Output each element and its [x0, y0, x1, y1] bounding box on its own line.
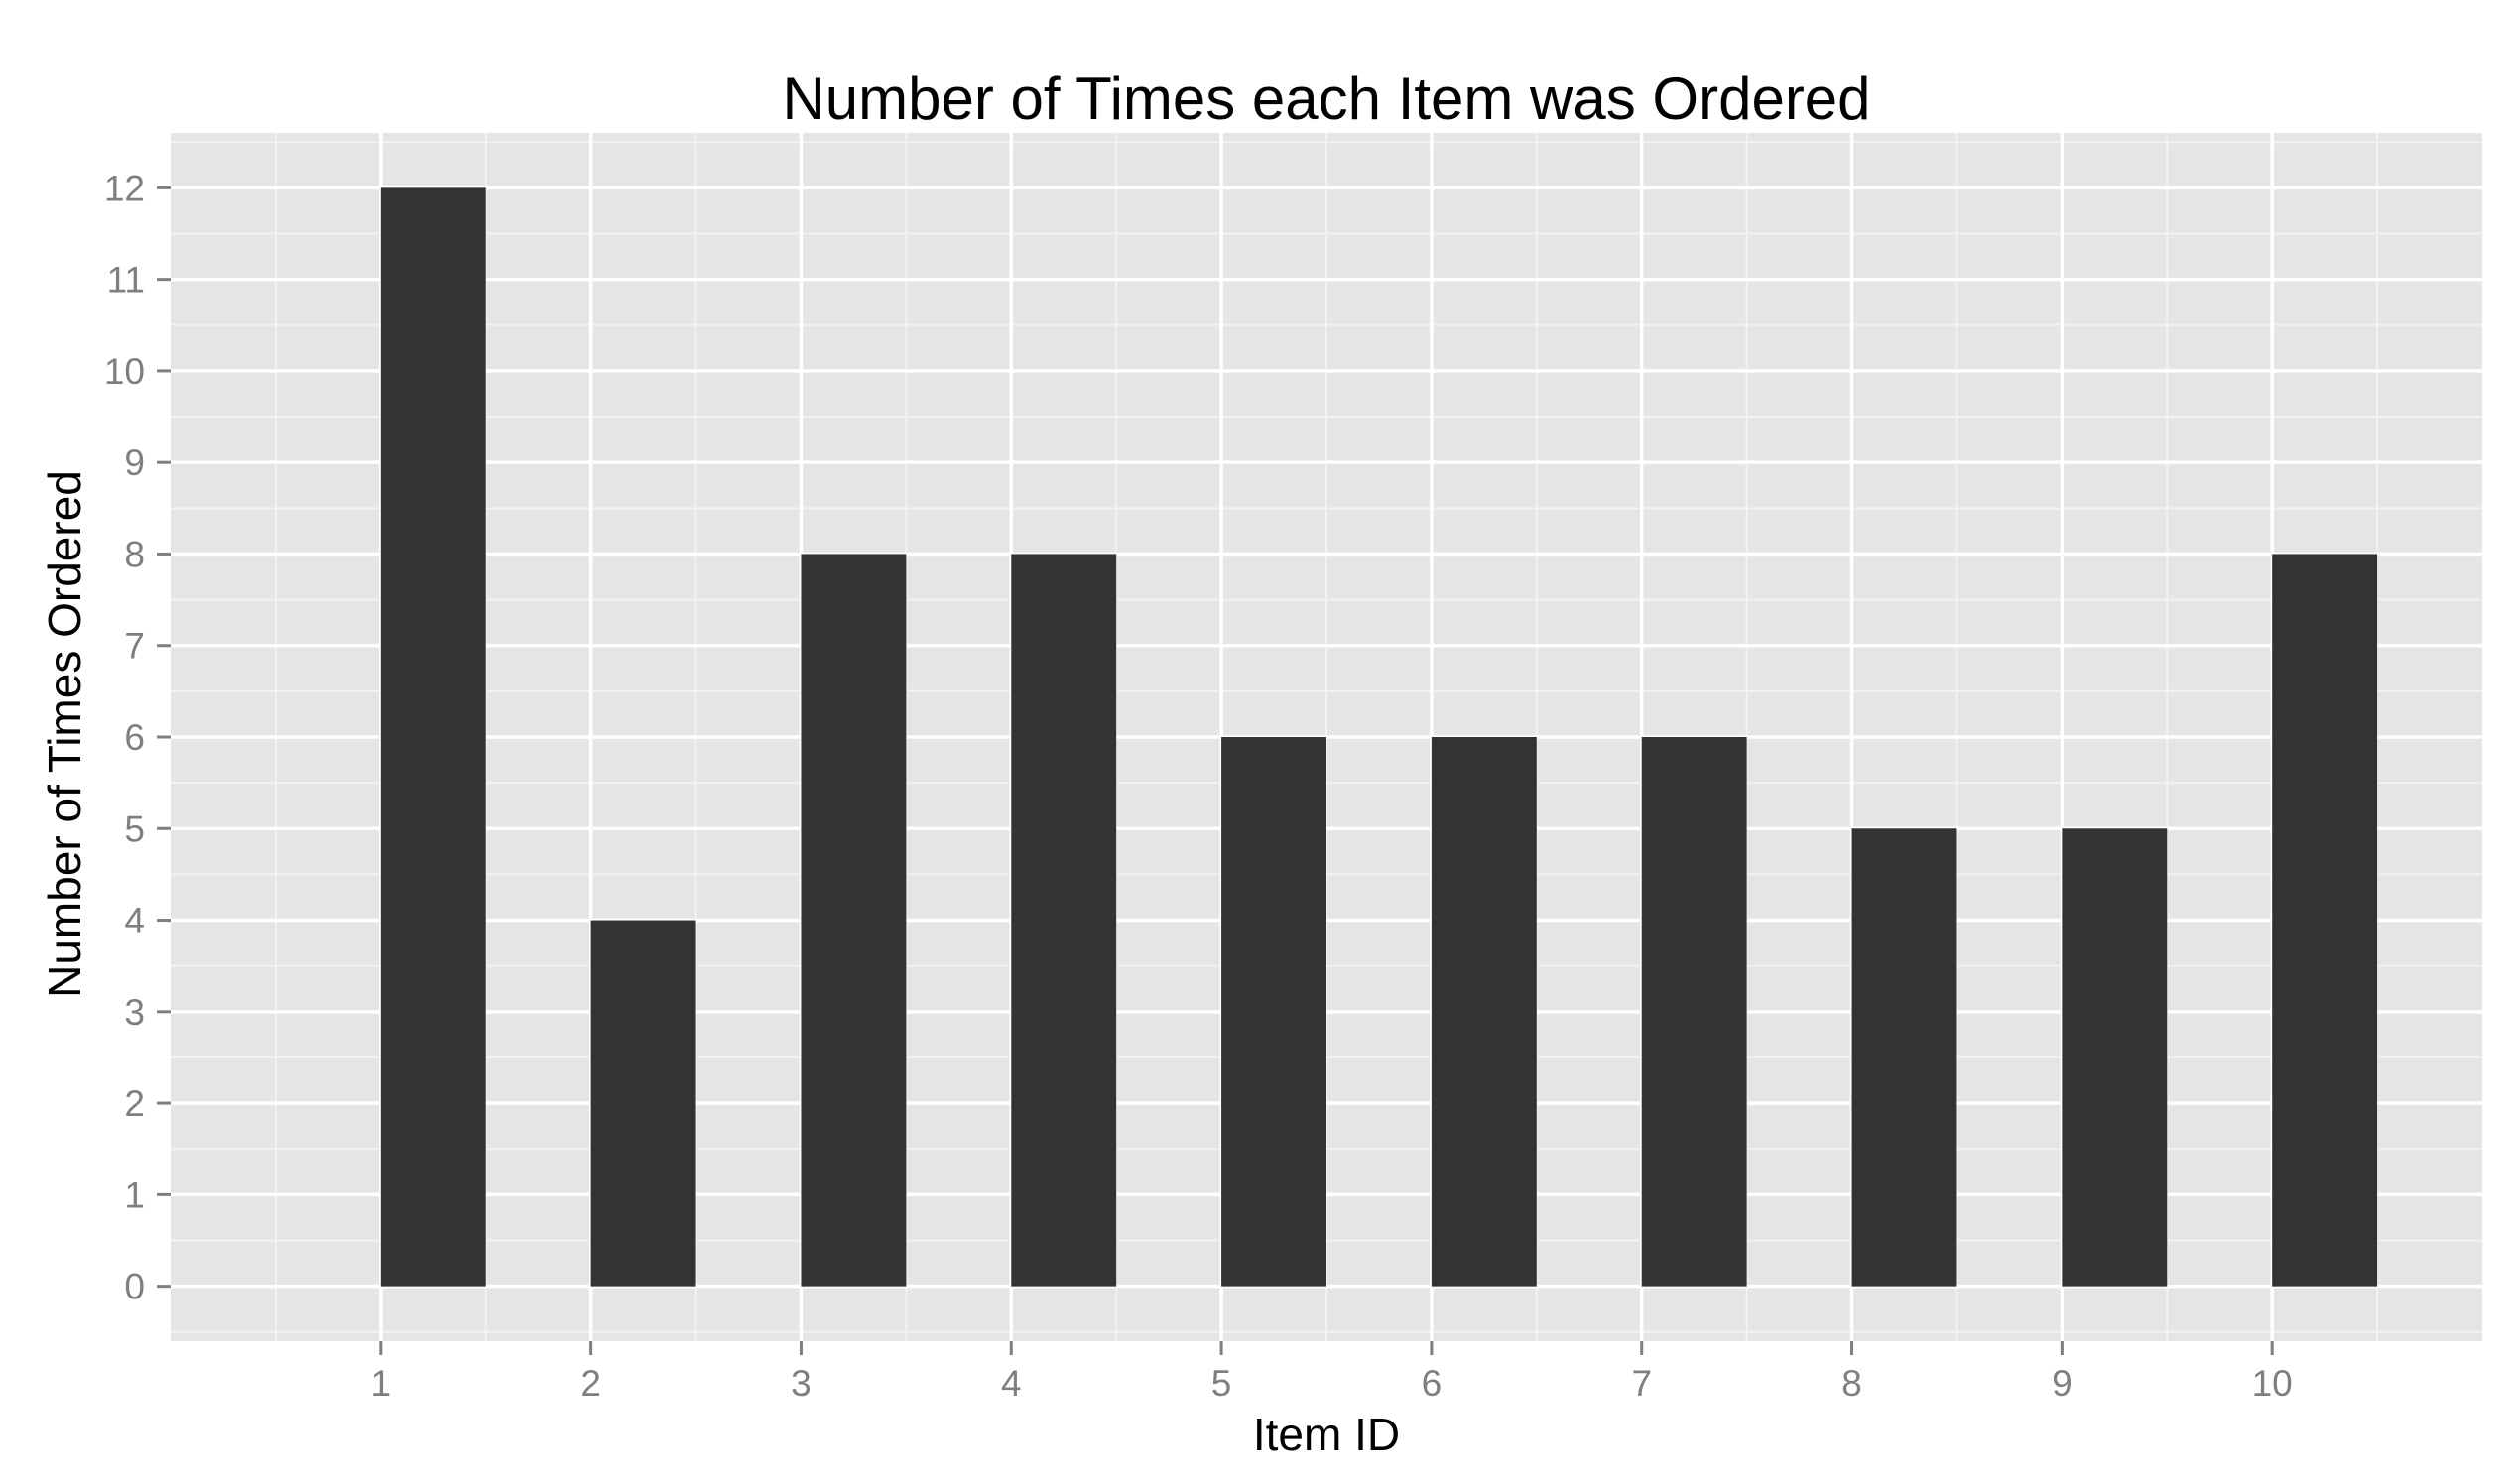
x-axis-ticks: 1 2 3 4 5 6 7 8 9 10: [371, 1341, 2293, 1404]
x-tick-label: 1: [371, 1363, 392, 1404]
x-tick-label: 3: [791, 1363, 812, 1404]
y-tick-label: 6: [124, 717, 145, 758]
bar-item-3: [801, 554, 907, 1287]
y-tick-label: 7: [124, 626, 145, 667]
x-tick-label: 8: [1841, 1363, 1862, 1404]
y-tick-label: 5: [124, 808, 145, 849]
y-tick-label: 1: [124, 1175, 145, 1215]
x-tick-label: 6: [1422, 1363, 1443, 1404]
bar-item-7: [1641, 737, 1747, 1287]
x-axis-label: Item ID: [1253, 1409, 1400, 1460]
bar-item-8: [1851, 828, 1957, 1287]
x-tick-label: 2: [580, 1363, 601, 1404]
x-tick-label: 10: [2252, 1363, 2293, 1404]
y-tick-label: 8: [124, 534, 145, 574]
bar-item-1: [380, 187, 486, 1287]
y-tick-label: 11: [107, 260, 145, 301]
x-tick-label: 7: [1631, 1363, 1652, 1404]
chart-title: Number of Times each Item was Ordered: [782, 65, 1870, 132]
bar-item-4: [1011, 554, 1117, 1287]
y-tick-label: 10: [104, 351, 145, 392]
x-tick-label: 4: [1001, 1363, 1022, 1404]
bar-item-5: [1221, 737, 1326, 1287]
y-tick-label: 2: [124, 1083, 145, 1124]
x-tick-label: 5: [1211, 1363, 1232, 1404]
bar-item-2: [590, 920, 696, 1287]
bar-item-9: [2062, 828, 2168, 1287]
bar-item-10: [2272, 554, 2378, 1287]
y-tick-label: 12: [104, 168, 145, 208]
y-tick-label: 4: [124, 901, 145, 941]
y-tick-label: 0: [124, 1267, 145, 1307]
bar-item-6: [1431, 737, 1537, 1287]
y-axis-label: Number of Times Ordered: [39, 470, 90, 998]
y-tick-label: 3: [124, 992, 145, 1033]
bars: [380, 187, 2378, 1287]
y-tick-label: 9: [124, 442, 145, 483]
x-tick-label: 9: [2052, 1363, 2073, 1404]
